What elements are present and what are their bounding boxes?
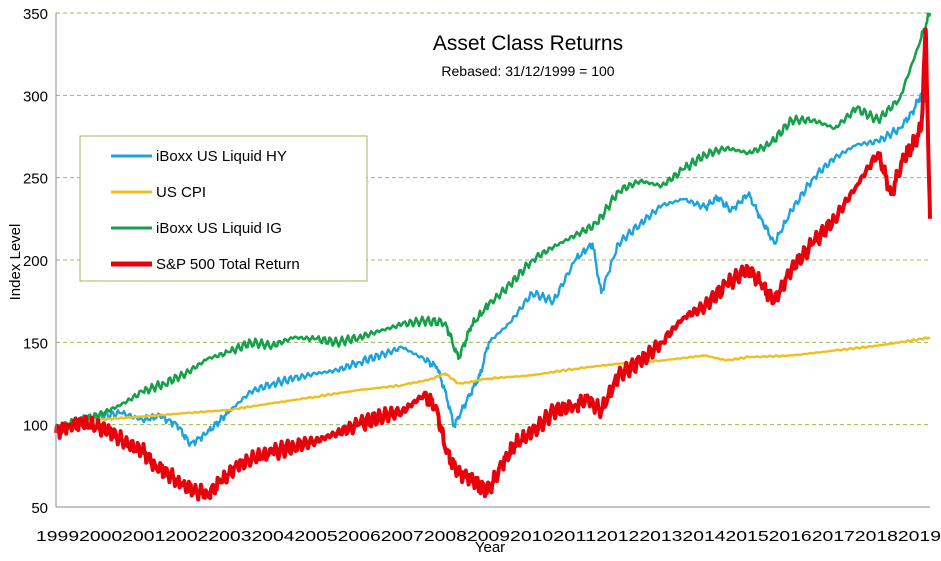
x-tick-label: 2005	[295, 528, 338, 545]
y-tick-label: 150	[23, 335, 48, 352]
x-tick-label: 2015	[726, 528, 769, 545]
series-line-ig	[54, 12, 932, 434]
x-tick-label: 2014	[682, 528, 725, 545]
x-tick-label: 2018	[855, 528, 898, 545]
x-tick-label: 2011	[553, 528, 596, 545]
x-tick-label: 2013	[639, 528, 682, 545]
chart-subtitle: Rebased: 31/12/1999 = 100	[441, 63, 614, 79]
y-tick-label: 350	[23, 6, 48, 23]
x-tick-label: 2004	[251, 528, 294, 545]
x-tick-label: 2003	[208, 528, 251, 545]
legend: iBoxx US Liquid HY US CPI iBoxx US Liquid …	[79, 135, 368, 282]
x-tick-label: 2019	[898, 528, 941, 545]
x-tick-label: 2016	[769, 528, 812, 545]
gridlines	[56, 12, 930, 426]
legend-label-spx: S&P 500 Total Return	[156, 256, 300, 273]
chart-title: Asset Class Returns	[433, 32, 623, 55]
y-tick-label: 100	[23, 418, 48, 435]
axes: 50 100 150 200 250 300 350 1999 2000 2001 2002 2003…	[23, 6, 941, 545]
x-tick-label: 2001	[122, 528, 165, 545]
x-axis-title: Year	[475, 539, 505, 556]
series-lines	[54, 12, 932, 502]
x-tick-label: 2006	[338, 528, 381, 545]
x-tick-label: 2008	[424, 528, 467, 545]
y-tick-label: 200	[23, 253, 48, 270]
x-tick-label: 2007	[381, 528, 424, 545]
x-tick-label: 2017	[812, 528, 855, 545]
series-line-hy	[55, 89, 927, 447]
y-tick-label: 300	[23, 88, 48, 105]
y-tick-label: 50	[31, 500, 48, 517]
legend-box	[79, 135, 368, 282]
x-tick-label: 2012	[596, 528, 639, 545]
x-tick-label: 2002	[165, 528, 208, 545]
series-line-cpi	[55, 336, 931, 428]
legend-label-hy: iBoxx US Liquid HY	[156, 148, 287, 165]
x-tick-label: 2000	[79, 528, 122, 545]
y-axis-title: Index Level	[7, 224, 24, 301]
x-tick-label: 1999	[36, 528, 79, 545]
y-tick-label: 250	[23, 171, 48, 188]
x-tick-label: 2010	[510, 528, 553, 545]
x-tick-label: 2009	[467, 528, 510, 545]
series-line-spx	[54, 27, 932, 502]
legend-label-ig: iBoxx US Liquid IG	[156, 220, 282, 237]
legend-label-cpi: US CPI	[156, 184, 206, 201]
